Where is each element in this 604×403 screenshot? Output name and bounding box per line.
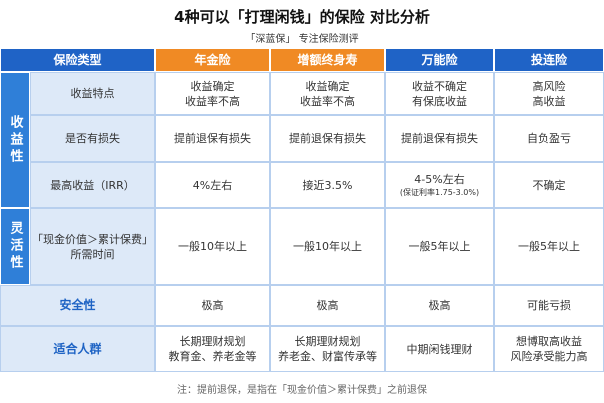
cell-text: 一般5年以上 xyxy=(518,240,580,253)
table-cell: 收益确定 收益率不高 xyxy=(270,72,385,115)
cell-text: 保险类型 xyxy=(53,52,102,67)
cell-text: 是否有损失 xyxy=(65,132,120,145)
cell-text: 4%左右 xyxy=(192,178,233,192)
cell-text: 收益特点 xyxy=(70,87,115,100)
header-cell: 增额终身寿 xyxy=(270,48,385,72)
cell-text: 有保底收益 xyxy=(412,94,467,108)
cell-text: 收益率不高 xyxy=(185,94,240,108)
cell-text: 教育金、养老金等 xyxy=(168,350,257,363)
cell-text: 想博取高收益 xyxy=(516,335,582,348)
cell-text: 「现金价值＞累计保费」 xyxy=(32,232,153,246)
cell-text: 灵活性 xyxy=(7,221,23,272)
cell-text: 收益确定 xyxy=(305,79,350,93)
footnote: 注：提前退保，是指在「现金价值＞累计保费」之前退保 xyxy=(177,385,427,396)
cell-text: 增额终身寿 xyxy=(297,52,358,67)
table-cell: 一般10年以上 xyxy=(270,208,385,285)
table-cell: 中期闲钱理财 xyxy=(385,326,494,372)
table-cell: 收益不确定 有保底收益 xyxy=(385,72,494,115)
row-label: 收益特点 xyxy=(30,72,155,115)
cell-text: 最高收益（IRR） xyxy=(50,178,135,192)
header-cell: 万能险 xyxy=(385,48,494,72)
table-cell: 长期理财规划养老金、财富传承等 xyxy=(270,326,385,372)
table-cell: 接近3.5% xyxy=(270,162,385,208)
cell-text: 4-5%左右 xyxy=(414,173,465,186)
row-label: 安全性 xyxy=(0,285,155,326)
table-cell: 4%左右 xyxy=(155,162,270,208)
table-cell: 收益确定 收益率不高 xyxy=(155,72,270,115)
cell-text: 收益率不高 xyxy=(300,94,355,108)
cell-text: 接近3.5% xyxy=(302,178,353,192)
cell-text: 适合人群 xyxy=(53,341,102,356)
cell-text: 长期理财规划 xyxy=(294,335,361,348)
cell-text: 一般5年以上 xyxy=(408,240,471,253)
table-cell: 可能亏损 xyxy=(494,285,604,326)
title: 4种可以「打理闲钱」的保险 对比分析 xyxy=(174,8,430,26)
table-cell: 极高 xyxy=(385,285,494,326)
group-label: 灵活性 xyxy=(0,208,30,285)
subtitle: 「深蓝保」 专注保险测评 xyxy=(245,34,359,45)
header-cell: 投连险 xyxy=(494,48,604,72)
table-cell: 自负盈亏 xyxy=(494,115,604,162)
table-cell: 4-5%左右 (保证利率1.75-3.0%) xyxy=(385,162,494,208)
cell-text: 长期理财规划 xyxy=(179,335,246,348)
cell-text: 不确定 xyxy=(532,178,566,192)
table-cell: 长期理财规划 教育金、养老金等 xyxy=(155,326,270,372)
table-cell: 极高 xyxy=(270,285,385,326)
row-label: 「现金价值＞累计保费」 所需时间 xyxy=(30,208,155,285)
cell-text: 提前退保有损失 xyxy=(289,132,366,145)
group-label: 收益性 xyxy=(0,72,30,208)
cell-text: 极高 xyxy=(316,299,339,312)
table-cell: 一般5年以上 xyxy=(494,208,604,285)
cell-text: 风险承受能力高 xyxy=(510,350,588,363)
cell-text: 提前退保有损失 xyxy=(174,132,251,145)
cell-text: 高收益 xyxy=(532,94,566,108)
cell-text: 所需时间 xyxy=(70,247,115,261)
table-cell: 想博取高收益 风险承受能力高 xyxy=(494,326,604,372)
cell-text: 极高 xyxy=(428,299,451,312)
table-cell: 一般5年以上 xyxy=(385,208,494,285)
table-cell: 一般10年以上 xyxy=(155,208,270,285)
table-cell: 不确定 xyxy=(494,162,604,208)
cell-text: 自负盈亏 xyxy=(527,132,571,145)
cell-text: 一般10年以上 xyxy=(293,240,362,253)
cell-text: 收益性 xyxy=(7,114,23,166)
table-cell: 提前退保有损失 xyxy=(270,115,385,162)
cell-text: 中期闲钱理财 xyxy=(406,342,473,356)
cell-text: 安全性 xyxy=(59,298,96,312)
table-cell: 提前退保有损失 xyxy=(155,115,270,162)
cell-text: 一般10年以上 xyxy=(178,240,247,253)
cell-text: 极高 xyxy=(201,299,224,312)
table-cell: 高风险 高收益 xyxy=(494,72,604,115)
cell-text: 收益确定 xyxy=(190,79,235,93)
cell-text: 提前退保有损失 xyxy=(401,132,478,145)
cell-text: 万能险 xyxy=(421,52,458,67)
cell-text: (保证利率1.75-3.0%) xyxy=(399,188,480,197)
cell-text: 高风险 xyxy=(532,79,566,93)
header-cell: 保险类型 xyxy=(0,48,155,72)
cell-text: 收益不确定 xyxy=(412,79,467,93)
cell-text: 年金险 xyxy=(194,52,231,67)
table-cell: 极高 xyxy=(155,285,270,326)
table-cell: 提前退保有损失 xyxy=(385,115,494,162)
cell-text: 养老金、财富传承等 xyxy=(278,350,377,363)
cell-text: 投连险 xyxy=(530,52,567,67)
row-label: 最高收益（IRR） xyxy=(30,162,155,208)
header-cell: 年金险 xyxy=(155,48,270,72)
cell-text: 可能亏损 xyxy=(527,299,571,312)
row-label: 适合人群 xyxy=(0,326,155,372)
row-label: 是否有损失 xyxy=(30,115,155,162)
